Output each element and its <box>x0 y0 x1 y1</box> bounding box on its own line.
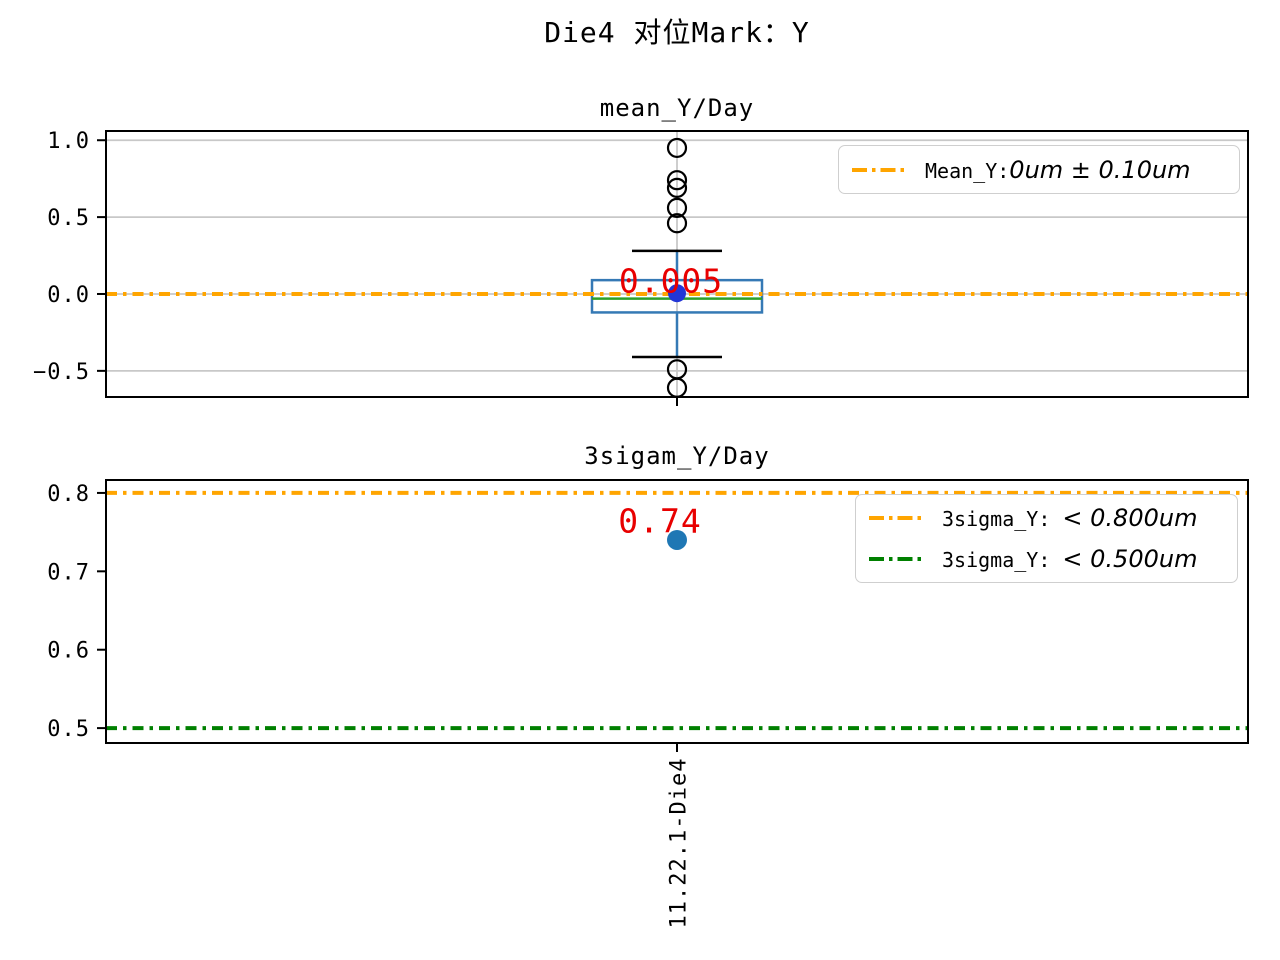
legend-label: 3sigma_Y: < 0.500um <box>942 545 1197 573</box>
legend-line-sample-green <box>869 556 925 561</box>
y-tick-label: 0.6 <box>47 639 90 664</box>
mean-value-annotation: 0.005 <box>618 261 724 301</box>
y-tick-label: 0.0 <box>47 283 90 308</box>
legend-label-prefix: Mean_Y: <box>925 158 1010 183</box>
axes-spine <box>105 479 1249 744</box>
legend-label-math: 0um ± 0.10um <box>1009 155 1191 184</box>
outlier-point <box>666 197 688 218</box>
legend-label-math: < 0.500um <box>1062 544 1198 573</box>
y-tick-label: 1.0 <box>47 129 90 154</box>
legend-label: Mean_Y:0um ± 0.10um <box>925 156 1191 184</box>
figure-title: Die4 对位Mark：Y <box>544 16 810 49</box>
y-tick-label: 0.8 <box>47 482 90 507</box>
outlier-point <box>666 213 688 234</box>
axes-spine <box>105 130 1249 398</box>
legend-label-prefix: 3sigma_Y: <box>942 507 1063 532</box>
y-tick-label: 0.5 <box>47 206 90 231</box>
legend-label: 3sigma_Y: < 0.800um <box>942 504 1197 532</box>
outlier-point <box>666 170 688 191</box>
legend-line-sample-orange2 <box>869 516 925 521</box>
outlier-point <box>666 137 688 159</box>
y-tick-label: 0.5 <box>47 717 90 742</box>
y-tick-label: 0.7 <box>47 560 90 585</box>
subplot1-title: mean_Y/Day <box>599 94 755 122</box>
x-tick-label: 11.22.1-Die4 <box>666 757 692 929</box>
mean-marker <box>668 284 686 303</box>
y-tick-label: −0.5 <box>33 360 90 385</box>
legend-row-3sigma-upper: 3sigma_Y: < 0.800um <box>868 504 1225 532</box>
sigma-value-annotation: 0.74 <box>618 501 702 541</box>
legend-label-prefix: 3sigma_Y: <box>942 547 1063 572</box>
legend-line-sample-orange <box>852 167 908 172</box>
legend-3sigma-y: 3sigma_Y: < 0.800um 3sigma_Y: < 0.500um <box>855 494 1238 583</box>
legend-mean-y: Mean_Y:0um ± 0.10um <box>838 145 1240 194</box>
box <box>590 278 764 314</box>
outlier-point <box>666 177 688 198</box>
legend-row-3sigma-lower: 3sigma_Y: < 0.500um <box>868 545 1225 573</box>
subplot2-title: 3sigam_Y/Day <box>584 442 770 470</box>
legend-row-mean: Mean_Y:0um ± 0.10um <box>851 156 1227 184</box>
legend-label-math: < 0.800um <box>1062 504 1198 533</box>
scatter-point <box>667 529 687 550</box>
